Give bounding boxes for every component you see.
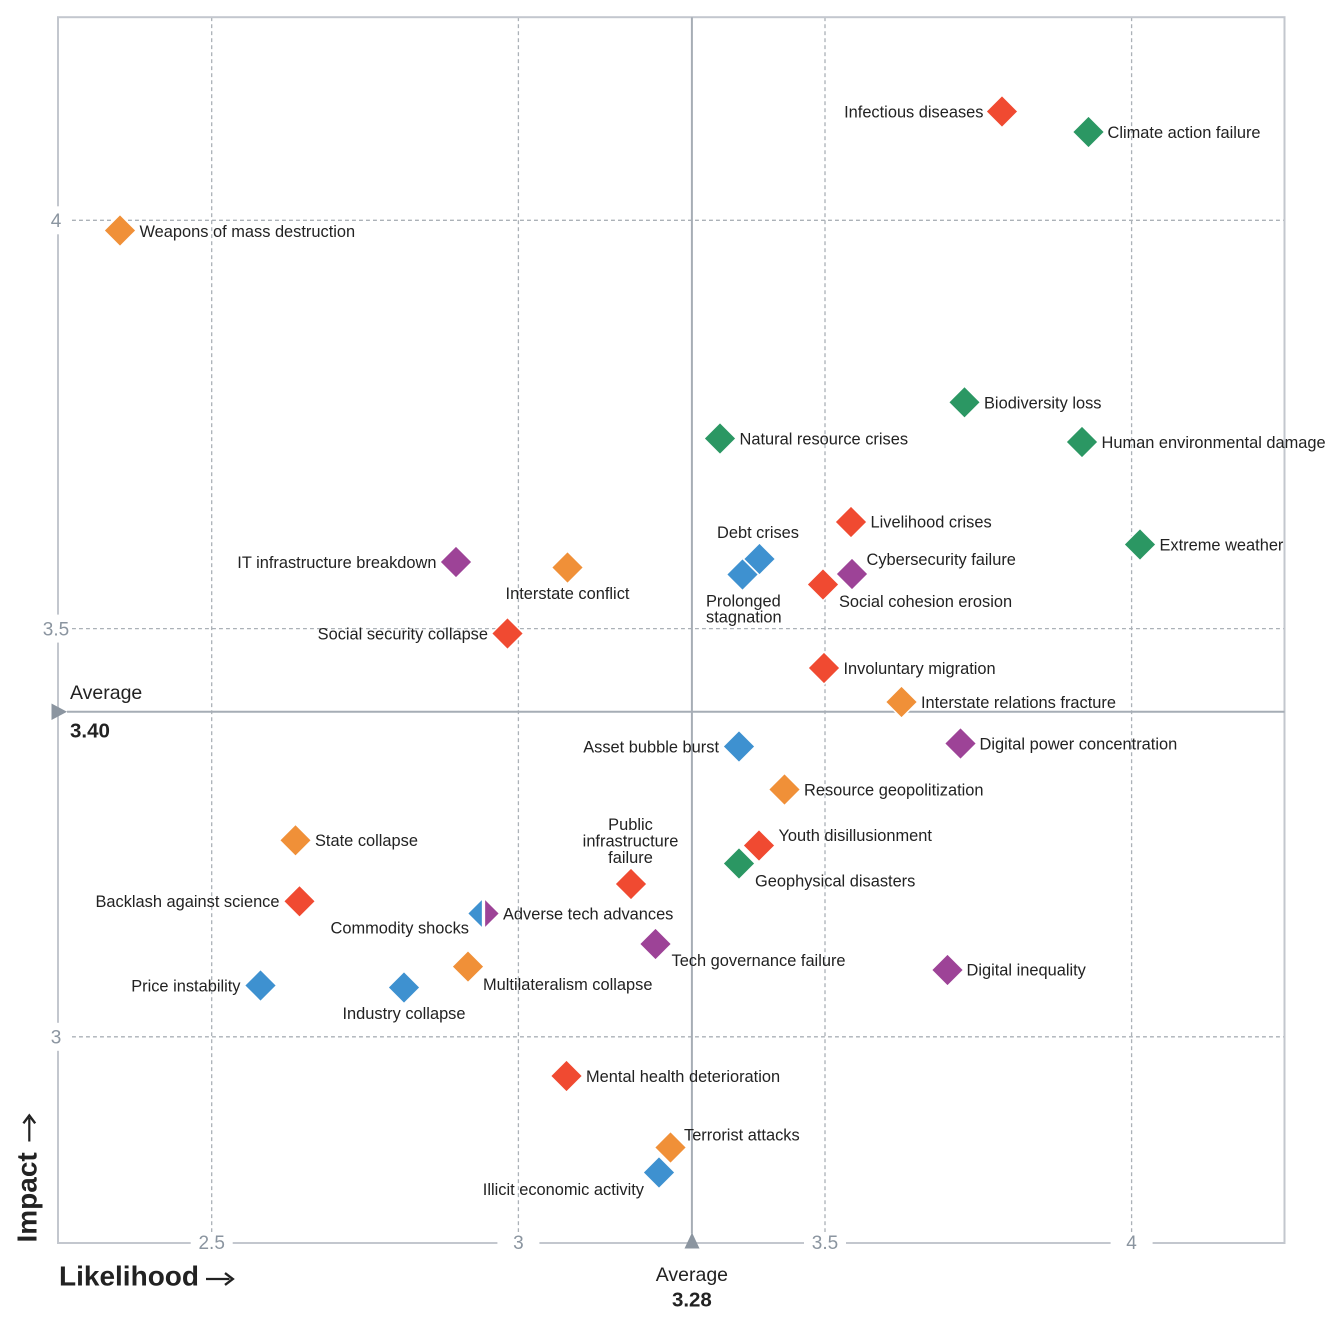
svg-text:Prolonged: Prolonged [706, 592, 781, 610]
svg-text:Human environmental damage: Human environmental damage [1102, 434, 1326, 452]
svg-text:Involuntary migration: Involuntary migration [844, 660, 996, 678]
svg-text:failure: failure [608, 849, 653, 867]
svg-text:2.5: 2.5 [198, 1233, 224, 1254]
svg-text:Resource geopolitization: Resource geopolitization [804, 781, 984, 799]
svg-text:Industry collapse: Industry collapse [343, 1005, 466, 1023]
svg-text:Average: Average [656, 1264, 728, 1286]
svg-text:3: 3 [51, 1028, 62, 1049]
svg-text:3: 3 [513, 1233, 524, 1254]
svg-text:Livelihood crises: Livelihood crises [871, 513, 992, 531]
svg-text:Likelihood: Likelihood [59, 1261, 199, 1292]
svg-text:Social security collapse: Social security collapse [318, 625, 488, 643]
svg-text:Natural resource crises: Natural resource crises [740, 430, 909, 448]
svg-text:Price instability: Price instability [131, 977, 241, 995]
svg-text:Cybersecurity failure: Cybersecurity failure [867, 551, 1016, 569]
svg-text:3.5: 3.5 [43, 619, 69, 640]
svg-text:Digital inequality: Digital inequality [967, 961, 1087, 979]
svg-text:Adverse tech advances: Adverse tech advances [503, 905, 673, 923]
svg-text:Debt crises: Debt crises [717, 524, 799, 542]
svg-text:Public: Public [608, 816, 653, 834]
svg-text:Extreme weather: Extreme weather [1160, 536, 1284, 554]
svg-text:Weapons of mass destruction: Weapons of mass destruction [140, 223, 356, 241]
svg-text:infrastructure: infrastructure [583, 833, 679, 851]
svg-text:4: 4 [1126, 1233, 1137, 1254]
svg-text:Interstate relations fracture: Interstate relations fracture [921, 694, 1116, 712]
svg-text:Social cohesion erosion: Social cohesion erosion [839, 593, 1012, 611]
svg-text:Mental health deterioration: Mental health deterioration [586, 1068, 780, 1086]
svg-text:Digital power concentration: Digital power concentration [980, 735, 1178, 753]
svg-text:3.5: 3.5 [812, 1233, 838, 1254]
svg-text:stagnation: stagnation [706, 609, 782, 627]
svg-text:Climate action failure: Climate action failure [1108, 124, 1261, 142]
svg-text:3.40: 3.40 [70, 720, 110, 743]
svg-text:Average: Average [70, 682, 142, 704]
svg-text:Terrorist attacks: Terrorist attacks [684, 1126, 800, 1144]
svg-text:Tech governance failure: Tech governance failure [672, 952, 846, 970]
svg-text:IT infrastructure breakdown: IT infrastructure breakdown [237, 554, 436, 572]
svg-text:State collapse: State collapse [315, 832, 418, 850]
svg-text:Infectious diseases: Infectious diseases [844, 103, 983, 121]
svg-text:Biodiversity loss: Biodiversity loss [984, 394, 1102, 412]
svg-text:4: 4 [51, 211, 62, 232]
svg-text:Illicit economic activity: Illicit economic activity [483, 1181, 645, 1199]
svg-text:Multilateralism collapse: Multilateralism collapse [483, 976, 652, 994]
svg-text:Asset bubble burst: Asset bubble burst [583, 738, 719, 756]
svg-text:Backlash against science: Backlash against science [95, 893, 279, 911]
svg-text:Geophysical disasters: Geophysical disasters [755, 872, 915, 890]
svg-text:Interstate conflict: Interstate conflict [506, 585, 630, 603]
svg-text:Impact: Impact [12, 1152, 43, 1242]
svg-text:3.28: 3.28 [672, 1289, 712, 1312]
svg-text:Commodity shocks: Commodity shocks [331, 919, 469, 937]
svg-text:Youth disillusionment: Youth disillusionment [779, 827, 933, 845]
